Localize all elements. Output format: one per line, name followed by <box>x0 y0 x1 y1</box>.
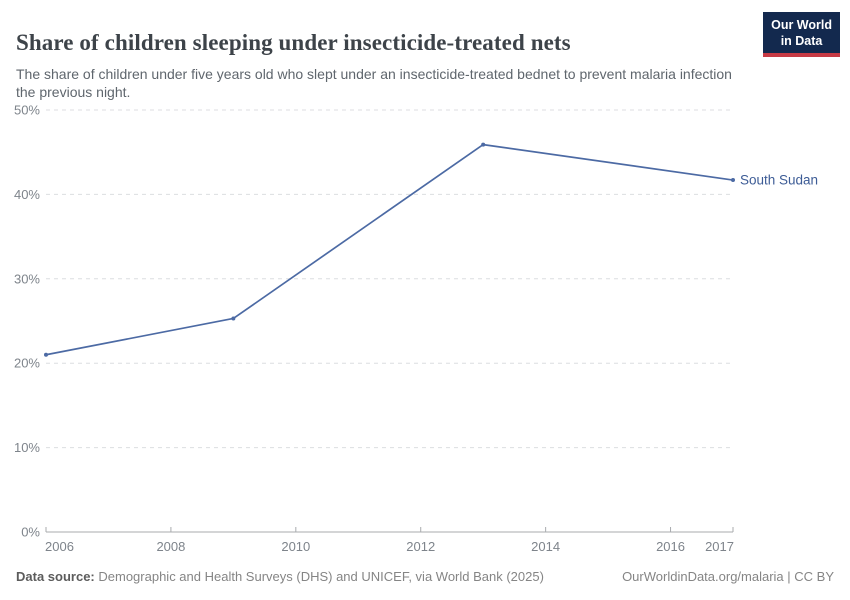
y-axis-tick-label: 20% <box>14 356 40 371</box>
owid-cc-link[interactable]: OurWorldinData.org/malaria | CC BY <box>622 569 834 584</box>
footer: Data source: Demographic and Health Surv… <box>16 569 834 584</box>
data-source-label: Data source: <box>16 569 95 584</box>
line-chart-svg[interactable]: 0% 10% 20% 30% 40% 50% 2006 2008 2010 2012 2014 201… <box>0 95 850 565</box>
x-axis-tick-label: 2017 <box>705 539 734 554</box>
owid-logo[interactable]: Our World in Data <box>763 12 840 57</box>
x-axis-tick-label: 2016 <box>656 539 685 554</box>
y-axis-tick-label: 50% <box>14 103 40 118</box>
y-axis-tick-label: 30% <box>14 271 40 286</box>
y-axis-tick-label: 40% <box>14 187 40 202</box>
x-axis-tick-label: 2012 <box>406 539 435 554</box>
series-entity-label[interactable]: South Sudan <box>740 173 818 188</box>
data-point-marker[interactable] <box>481 142 486 147</box>
page-title: Share of children sleeping under insecti… <box>16 30 571 56</box>
chart-subtitle: The share of children under five years o… <box>16 66 732 100</box>
line-chart[interactable]: 0% 10% 20% 30% 40% 50% 2006 2008 2010 2012 2014 201… <box>0 95 850 565</box>
data-point-marker[interactable] <box>731 178 735 183</box>
y-axis-tick-label: 10% <box>14 440 40 455</box>
data-point-marker[interactable] <box>231 316 236 321</box>
data-source: Data source: Demographic and Health Surv… <box>16 569 544 584</box>
x-axis-tick-label: 2010 <box>281 539 310 554</box>
data-source-text: Demographic and Health Surveys (DHS) and… <box>98 569 544 584</box>
y-axis-tick-label: 0% <box>21 525 40 540</box>
owid-logo-line2: in Data <box>780 34 823 49</box>
x-axis-tick-label: 2014 <box>531 539 560 554</box>
data-series-line[interactable] <box>45 143 734 356</box>
x-axis-tick-label: 2006 <box>45 539 74 554</box>
owid-logo-line1: Our World <box>771 18 832 32</box>
x-axis-tick-label: 2008 <box>156 539 185 554</box>
data-point-marker[interactable] <box>44 352 48 357</box>
